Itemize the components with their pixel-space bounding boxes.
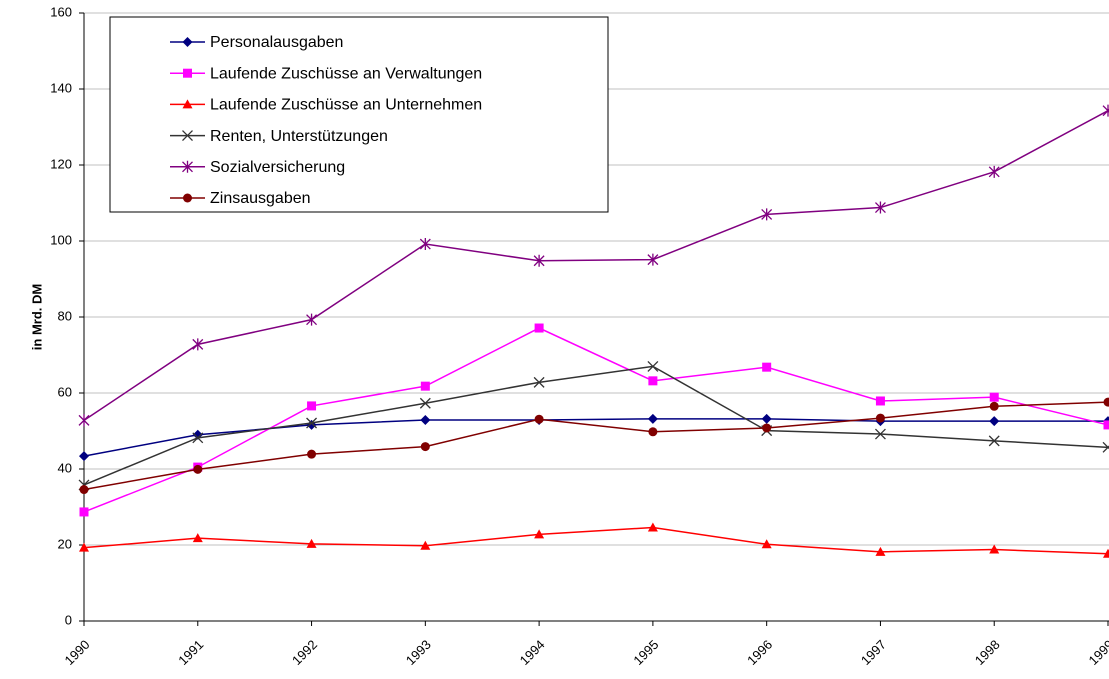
series-line [83, 365, 1109, 486]
y-tick-label: 20 [58, 536, 72, 551]
marker [647, 522, 658, 532]
marker [875, 413, 885, 423]
legend-box [109, 16, 609, 213]
marker [988, 435, 1000, 447]
legend-label: Sozialversicherung [210, 159, 345, 176]
marker [79, 507, 89, 517]
marker [761, 208, 773, 221]
marker [875, 396, 885, 406]
y-tick-label: 60 [58, 384, 72, 399]
marker [533, 254, 545, 267]
y-axis-label: in Mrd. DM [29, 284, 44, 350]
x-tick-label: 1995 [630, 637, 661, 668]
marker [989, 401, 999, 411]
series-line [83, 418, 1108, 457]
marker [183, 193, 192, 203]
x-tick-label: 1996 [744, 637, 775, 668]
marker [875, 546, 886, 556]
marker [420, 540, 431, 550]
marker [420, 381, 430, 391]
marker [182, 99, 193, 109]
marker [762, 362, 772, 372]
legend-label: Laufende Zuschüsse an Unternehmen [210, 97, 482, 114]
marker [533, 376, 545, 388]
marker [989, 544, 1000, 554]
marker [192, 338, 204, 351]
series-line [83, 401, 1109, 491]
marker [182, 160, 193, 173]
y-tick-label: 80 [58, 308, 72, 323]
marker [420, 442, 430, 452]
marker [183, 68, 192, 78]
marker [1103, 420, 1109, 430]
x-tick-label: 1993 [403, 637, 434, 668]
legend-label: Personalausgaben [210, 34, 343, 51]
marker [761, 413, 772, 424]
marker [1102, 441, 1109, 453]
x-tick-label: 1998 [972, 637, 1003, 668]
x-tick-label: 1990 [61, 637, 92, 668]
marker [648, 376, 658, 386]
marker [419, 238, 431, 251]
y-tick-label: 160 [50, 4, 72, 19]
marker [989, 392, 999, 402]
marker [648, 427, 658, 437]
y-tick-label: 40 [58, 460, 72, 475]
marker [78, 414, 90, 427]
series-line [83, 526, 1109, 555]
marker [79, 451, 89, 462]
marker [419, 397, 431, 409]
marker [647, 253, 659, 266]
legend-label: Laufende Zuschüsse an Verwaltungen [210, 65, 482, 82]
x-tick-label: 1997 [858, 637, 889, 668]
series-line [83, 109, 1109, 421]
marker [306, 419, 317, 430]
marker [79, 542, 89, 552]
marker [307, 401, 317, 411]
marker [988, 165, 1000, 178]
x-tick-label: 1999 [1085, 637, 1109, 668]
marker [306, 538, 317, 548]
x-tick-label: 1992 [289, 637, 320, 668]
marker [761, 539, 772, 549]
legend: Personalausgaben Laufende Zuschüsse an Ve… [109, 16, 609, 213]
marker [182, 130, 193, 142]
marker [182, 37, 193, 47]
marker [647, 413, 658, 424]
marker [192, 432, 204, 444]
y-tick-label: 120 [50, 156, 72, 171]
marker [307, 449, 317, 459]
marker [1102, 104, 1109, 117]
y-tick-label: 140 [50, 80, 72, 95]
legend-label: Zinsausgaben [210, 190, 311, 207]
marker [874, 201, 886, 214]
x-tick-label: 1994 [517, 637, 548, 668]
marker [193, 464, 203, 474]
marker [762, 423, 772, 433]
marker [79, 485, 89, 495]
y-tick-label: 100 [50, 232, 72, 247]
marker [534, 323, 544, 333]
x-tick-label: 1991 [175, 637, 206, 668]
marker [989, 416, 1000, 427]
marker [1103, 548, 1109, 558]
y-tick-label: 0 [65, 612, 72, 627]
marker [306, 417, 318, 429]
series-line [83, 327, 1109, 513]
marker [534, 414, 544, 424]
marker [534, 529, 545, 539]
marker [420, 414, 431, 425]
marker [647, 360, 659, 372]
marker [874, 428, 886, 440]
legend-label: Renten, Unterstützungen [210, 128, 388, 145]
marker [192, 533, 203, 543]
marker [306, 313, 318, 326]
marker [1103, 397, 1109, 407]
